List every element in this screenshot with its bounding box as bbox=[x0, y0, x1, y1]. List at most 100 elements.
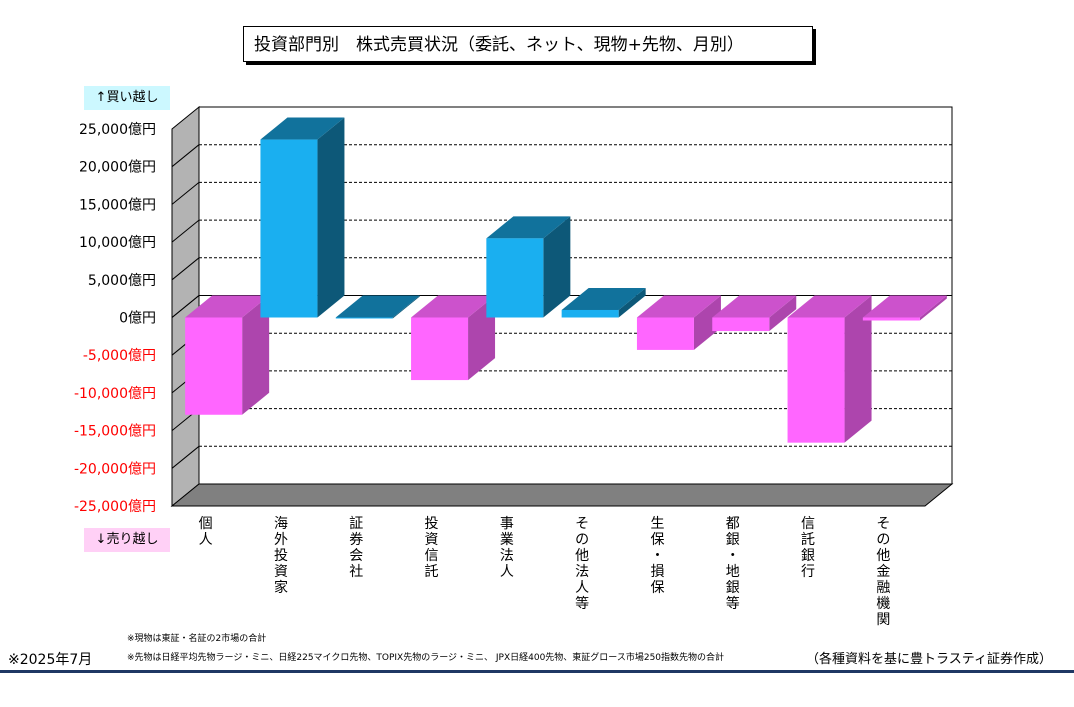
category-label: 投 bbox=[425, 516, 439, 532]
y-tick-label: -20,000億円 bbox=[74, 461, 156, 477]
category-label: ・ bbox=[650, 548, 664, 564]
category-label: 会 bbox=[349, 548, 363, 564]
y-tick-label: -5,000億円 bbox=[83, 348, 156, 364]
category-label: 融 bbox=[876, 580, 890, 596]
bar bbox=[260, 139, 318, 318]
bar-side bbox=[919, 295, 947, 321]
footer-divider bbox=[0, 670, 1074, 673]
gridline-side bbox=[171, 219, 200, 243]
plot-floor bbox=[170, 483, 954, 507]
bar-top bbox=[260, 117, 345, 140]
category-label: 法 bbox=[500, 548, 514, 564]
category-label: 外 bbox=[274, 532, 288, 548]
y-tick-label: 25,000億円 bbox=[79, 122, 156, 138]
category-label: 銀 bbox=[801, 548, 815, 564]
y-tick-label: -10,000億円 bbox=[74, 386, 156, 402]
bar-side bbox=[618, 287, 646, 318]
category-label: そ bbox=[876, 516, 890, 532]
category-label: 都 bbox=[726, 516, 740, 532]
bar-top bbox=[787, 295, 872, 318]
category-label: 銀 bbox=[726, 580, 740, 596]
date-label: ※2025年7月 bbox=[8, 652, 93, 668]
category-label: 法 bbox=[575, 564, 589, 580]
category-label: 銀 bbox=[726, 532, 740, 548]
bar-top bbox=[335, 295, 420, 318]
gridline-side bbox=[171, 257, 200, 281]
category-label: 他 bbox=[575, 548, 589, 564]
gridline-side bbox=[171, 182, 200, 205]
category-label: の bbox=[575, 532, 589, 548]
bar bbox=[712, 317, 770, 332]
y-tick-label: 15,000億円 bbox=[79, 197, 156, 213]
category-label: 地 bbox=[726, 564, 740, 580]
bar-side bbox=[844, 295, 872, 443]
zero-side-line bbox=[171, 295, 200, 318]
bar-side bbox=[242, 295, 270, 415]
bar-top bbox=[636, 295, 721, 318]
category-label: 金 bbox=[876, 564, 890, 580]
bar-side bbox=[317, 117, 345, 318]
category-label: 等 bbox=[726, 595, 740, 612]
bar-top bbox=[185, 295, 270, 318]
category-label: そ bbox=[575, 516, 589, 532]
bar bbox=[486, 238, 544, 318]
category-label: 関 bbox=[876, 612, 890, 628]
category-label: 他 bbox=[876, 548, 890, 564]
y-tick-label: -15,000億円 bbox=[74, 424, 156, 440]
category-label: 資 bbox=[274, 564, 288, 580]
category-label: 事 bbox=[500, 516, 514, 532]
category-label: 等 bbox=[575, 595, 589, 612]
category-label: 機 bbox=[876, 596, 890, 612]
category-label: 人 bbox=[575, 580, 589, 596]
category-label: 社 bbox=[349, 564, 363, 580]
category-label: 券 bbox=[349, 532, 363, 548]
category-label: 海 bbox=[274, 516, 288, 532]
category-label: 資 bbox=[425, 532, 439, 548]
category-label: 託 bbox=[425, 564, 439, 580]
gridline-side bbox=[171, 144, 200, 168]
gridline-side bbox=[171, 445, 200, 469]
bar bbox=[561, 309, 619, 318]
y-tick-label: 10,000億円 bbox=[79, 235, 156, 251]
category-label: 保 bbox=[650, 532, 664, 548]
bar bbox=[185, 317, 243, 415]
category-label: 行 bbox=[801, 564, 815, 580]
bar-top bbox=[486, 216, 571, 239]
category-label: 業 bbox=[500, 532, 514, 548]
bar-top bbox=[862, 295, 947, 318]
bar-top bbox=[411, 295, 496, 318]
bar-top bbox=[561, 287, 646, 310]
footnote-spot: ※現物は東証・名証の2市場の合計 bbox=[127, 634, 267, 644]
y-tick-label: 20,000億円 bbox=[79, 160, 156, 176]
y-tick-label: 5,000億円 bbox=[88, 273, 156, 289]
bar bbox=[411, 317, 469, 381]
buy-tag: ↑買い越し bbox=[84, 86, 170, 110]
bar bbox=[787, 317, 845, 443]
category-label: 証 bbox=[349, 516, 363, 532]
category-label: 保 bbox=[650, 580, 664, 596]
category-label: 生 bbox=[650, 516, 664, 532]
bar-top bbox=[712, 295, 797, 318]
category-label: ・ bbox=[726, 548, 740, 564]
bar bbox=[636, 317, 694, 350]
source-label: （各種資料を基に豊トラスティ証券作成） bbox=[806, 652, 1052, 667]
y-tick-label: 0億円 bbox=[119, 311, 156, 327]
category-label: 信 bbox=[801, 516, 815, 532]
category-label: 人 bbox=[199, 532, 213, 548]
category-label: 個 bbox=[199, 516, 213, 532]
category-label: 投 bbox=[274, 548, 288, 564]
bar-side bbox=[543, 216, 571, 318]
y-tick-label: -25,000億円 bbox=[74, 499, 156, 515]
category-label: 人 bbox=[500, 564, 514, 580]
category-label: 託 bbox=[801, 532, 815, 548]
footnote-futures: ※先物は日経平均先物ラージ・ミニ、日経225マイクロ先物、TOPIX先物のラージ… bbox=[127, 653, 725, 663]
chart-title: 投資部門別 株式売買状況（委託、ネット、現物+先物、月別） bbox=[243, 26, 813, 62]
bar-side bbox=[392, 295, 420, 319]
sell-tag: ↓売り越し bbox=[84, 528, 170, 552]
bar bbox=[335, 317, 393, 319]
category-label: の bbox=[876, 532, 890, 548]
bar-side bbox=[693, 295, 721, 350]
bar bbox=[862, 317, 920, 321]
category-label: 損 bbox=[650, 564, 664, 580]
